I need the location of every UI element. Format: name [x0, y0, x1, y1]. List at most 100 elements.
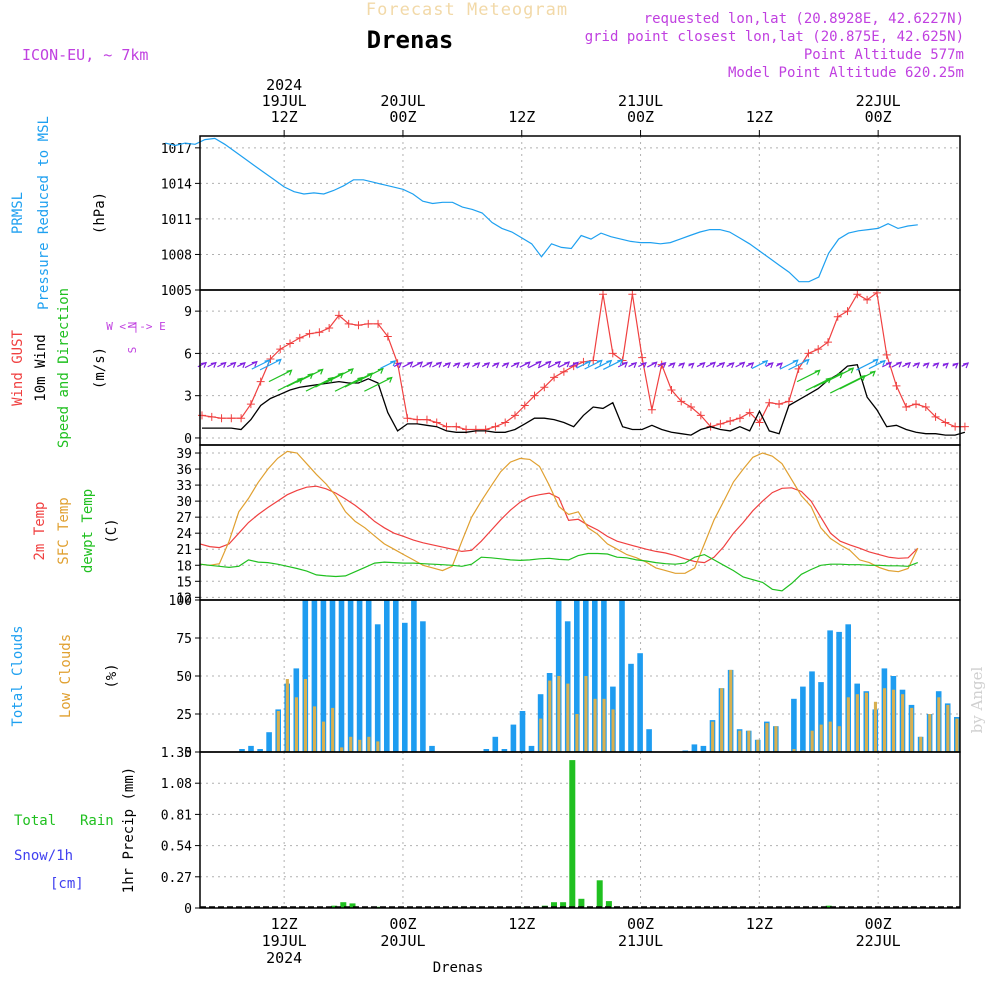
gust-marker [334, 311, 343, 320]
low-cloud-bar [303, 679, 307, 752]
gust-marker [667, 386, 676, 395]
y-tick-label: 6 [184, 347, 192, 362]
low-cloud-bar [910, 707, 914, 752]
point-altitude: Point Altitude 577m [804, 47, 964, 63]
gust-marker [471, 425, 480, 434]
gust-marker [853, 290, 862, 299]
gust-label: Wind GUST [10, 330, 26, 406]
low-cloud-bar [828, 721, 832, 752]
bottom-time-label: 20JUL [380, 932, 425, 950]
y-tick-label: 33 [176, 479, 192, 494]
wind-arrow [788, 359, 810, 371]
pressure-unit: (hPa) [92, 192, 108, 234]
gust-marker [814, 345, 823, 354]
wind-arrow-head [776, 362, 783, 369]
top-time-label: 00Z [627, 108, 654, 126]
gust-marker [599, 290, 608, 299]
temp-sfc-line [199, 450, 919, 574]
wind-arrow [353, 368, 384, 384]
top-time-label: 00Z [865, 108, 892, 126]
wind-arrow-head [493, 362, 500, 369]
low-cloud-bar [756, 739, 760, 752]
total-cloud-bar [700, 745, 707, 752]
wind-arrow-head [474, 362, 481, 369]
total-cloud-bar [347, 600, 354, 752]
wind-arrow [868, 360, 886, 370]
wind-arrow [364, 377, 393, 392]
gust-marker [951, 422, 960, 431]
gust-marker [794, 364, 803, 373]
total-cloud-bar [845, 624, 851, 752]
low-cloud-bar [539, 718, 543, 752]
gust-marker [227, 414, 236, 423]
temp-2m-label: 2m Temp [32, 501, 48, 560]
compass-s: S [126, 347, 139, 354]
wind-arrow-head [869, 370, 876, 377]
gust-marker [735, 414, 744, 423]
bottom-time-label: 00Z [389, 915, 416, 933]
temp-dew-line [199, 552, 919, 592]
top-time-label: 19JUL [262, 92, 307, 110]
gust-marker [550, 373, 559, 382]
gust-marker [823, 338, 832, 347]
gust-marker [804, 349, 813, 358]
low-cloud-bar [883, 688, 887, 752]
panels-layer: 1005100810111014101703691215182124273033… [161, 135, 970, 917]
y-tick-label: 0.27 [161, 871, 192, 886]
bottom-time-label: 19JUL [262, 932, 307, 950]
gust-marker [305, 329, 314, 338]
y-tick-label: 36 [176, 463, 192, 478]
gust-marker [315, 328, 324, 337]
wind-arrow-head [564, 361, 571, 368]
wind-arrow-head [251, 360, 258, 367]
low-cloud-bar [720, 688, 724, 752]
wind-arrow-head [942, 362, 949, 369]
low-cloud-bar [294, 697, 298, 752]
model-label: ICON-EU, ~ 7km [22, 46, 148, 64]
wind-arrow-head [264, 359, 271, 366]
gust-marker [755, 418, 764, 427]
wind-arrow-head [220, 361, 227, 368]
wind-arrow-head [386, 376, 393, 383]
total-cloud-bar [827, 630, 833, 752]
low-cloud-bar [331, 707, 335, 752]
y-tick-label: 15 [176, 575, 192, 590]
wind-arrow-head [239, 361, 246, 369]
gust-marker [256, 377, 265, 386]
gust-marker [696, 411, 705, 420]
total-cloud-bar [791, 698, 797, 752]
total-cloud-bar [818, 682, 824, 752]
bottom-time-label: 21JUL [618, 932, 663, 950]
y-tick-label: 1011 [161, 213, 192, 228]
wind-arrow-head [933, 362, 940, 369]
wind-arrow-head [596, 359, 603, 366]
pressure-line [165, 137, 918, 283]
gust-marker [354, 321, 363, 330]
y-tick-label: 50 [176, 670, 192, 685]
total-cloud-bar [320, 600, 327, 752]
total-cloud-bar [637, 653, 643, 752]
bottom-time-label: 00Z [865, 915, 892, 933]
gust-marker [687, 402, 696, 411]
total-cloud-bar [510, 724, 517, 752]
gust-marker [481, 425, 490, 434]
wind-arrow [584, 359, 603, 370]
wind-arrow-head [275, 358, 282, 365]
wind-arrow-head [885, 361, 893, 368]
wind-arrow-head [669, 362, 676, 369]
y-tick-label: 12 [176, 591, 192, 606]
gust-marker [344, 319, 353, 328]
y-tick-label: 1014 [161, 177, 192, 192]
gust-marker [863, 295, 872, 304]
footer-location: Drenas [433, 960, 484, 976]
bottom-time-label: 12Z [746, 915, 773, 933]
wind-arrow-head [914, 362, 921, 369]
gust-marker [540, 383, 549, 392]
low-cloud-bar [548, 680, 552, 752]
wind-arrow-head [748, 362, 755, 369]
low-cloud-bar [747, 730, 751, 752]
low-cloud-bar [557, 676, 561, 752]
total-cloud-bar [592, 600, 598, 752]
wind-arrow [594, 359, 612, 370]
